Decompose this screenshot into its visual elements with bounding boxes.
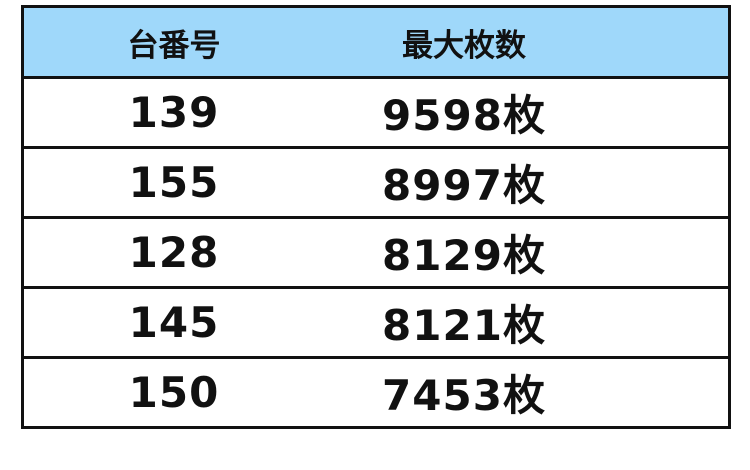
machine-number: 139 [128,88,220,137]
machine-number: 145 [128,298,220,347]
machine-number: 150 [128,368,220,417]
ranking-table: 台番号 最大枚数 139 9598枚 155 8997枚 128 8129枚 1… [21,5,731,429]
max-count: 9598枚 [382,91,546,140]
table-row: 128 8129枚 [24,216,728,286]
table-header: 台番号 最大枚数 [24,8,728,76]
header-max-count: 最大枚数 [402,27,526,64]
table-row: 139 9598枚 [24,76,728,146]
machine-number: 128 [128,228,220,277]
table-row: 155 8997枚 [24,146,728,216]
max-count: 8121枚 [382,301,546,350]
machine-number: 155 [128,158,220,207]
max-count: 7453枚 [382,371,546,420]
max-count: 8129枚 [382,231,546,280]
max-count: 8997枚 [382,161,546,210]
table-row: 145 8121枚 [24,286,728,356]
table-row: 150 7453枚 [24,356,728,426]
header-machine-number: 台番号 [127,27,221,64]
